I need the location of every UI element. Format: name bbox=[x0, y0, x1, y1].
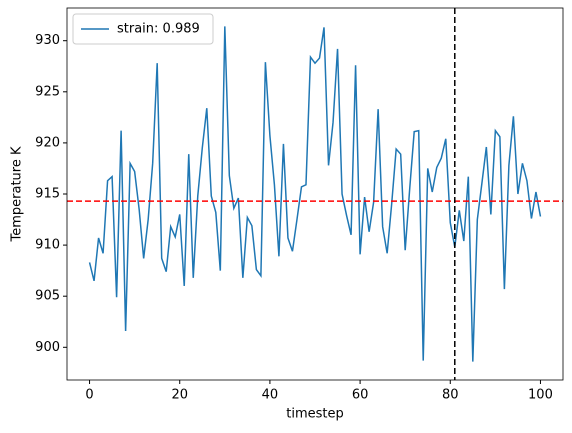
y-tick-label: 905 bbox=[35, 289, 60, 304]
y-tick-label: 925 bbox=[35, 84, 60, 99]
x-tick-label: 40 bbox=[262, 388, 279, 403]
y-tick-label: 930 bbox=[35, 33, 60, 48]
y-tick-label: 920 bbox=[35, 135, 60, 150]
y-tick-label: 900 bbox=[35, 340, 60, 355]
legend-label: strain: 0.989 bbox=[117, 22, 200, 37]
x-tick-label: 20 bbox=[171, 388, 188, 403]
x-axis-label: timestep bbox=[286, 407, 344, 422]
x-tick-label: 80 bbox=[442, 388, 459, 403]
x-tick-label: 100 bbox=[528, 388, 553, 403]
axes-frame bbox=[66, 7, 564, 381]
y-tick-label: 915 bbox=[35, 187, 60, 202]
y-tick-label: 910 bbox=[35, 238, 60, 253]
legend-box bbox=[72, 13, 214, 45]
x-tick-label: 0 bbox=[85, 388, 93, 403]
data-line bbox=[88, 26, 542, 362]
x-tick-label: 60 bbox=[352, 388, 369, 403]
y-axis-label: Temperature K bbox=[10, 146, 25, 242]
